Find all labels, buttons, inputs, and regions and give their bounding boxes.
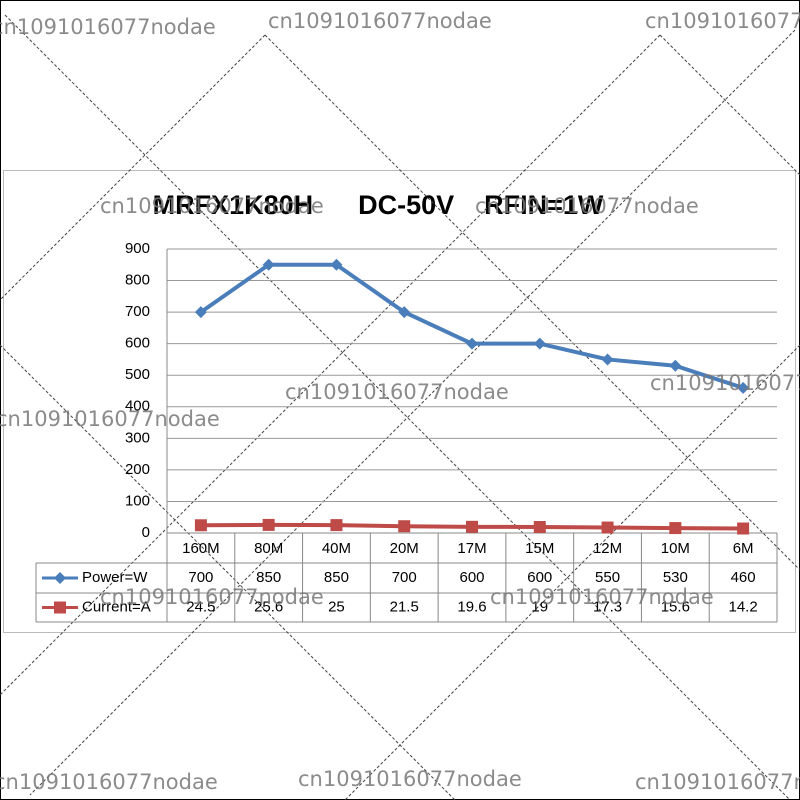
point [398,306,411,319]
point [669,522,682,535]
x-tick-label: 17M [457,540,486,557]
x-tick-label: 160M [182,540,220,557]
table-value: 21.5 [390,598,419,615]
diagonal [29,29,796,796]
y-tick-label: 900 [125,240,150,257]
y-tick-label: 400 [125,398,150,415]
diagonal [0,34,661,696]
point [194,306,207,319]
point [601,353,614,366]
table-value: 19 [531,598,548,615]
y-tick-label: 700 [125,303,150,320]
y-tick-label: 600 [125,335,150,352]
watermark: cn1091016077nodae [285,380,509,404]
watermark: cn1091016077nodae [268,9,492,33]
table-value: 600 [527,569,552,586]
point [330,519,343,532]
plot: 0 100 200 300 400 500 600 700 800 900 160M 80M 40M 20… [35,240,778,623]
diagonal [264,34,800,571]
x-tick-label: 12M [593,540,622,557]
point [262,258,275,271]
chart-title: MRFX1K80H DC-50V RFIN=1W [153,190,604,220]
table-value: 25 [328,598,345,615]
watermark: cn1091016077nodae [298,767,522,791]
point [601,521,614,534]
table-value: 700 [392,569,417,586]
point [533,521,546,534]
diagonal [344,344,800,800]
point [669,359,682,372]
diagonal [4,14,791,800]
point [54,572,66,584]
legend-label: Power=W [82,569,148,586]
point [54,601,66,614]
table-value: 550 [595,569,620,586]
legend-label: Current=A [82,598,151,615]
point [466,337,478,350]
diagonal [659,34,800,176]
table-value: 14.2 [729,598,758,615]
point [737,522,750,535]
chart-frame [3,170,796,633]
point [737,381,750,394]
table-value: 19.6 [457,598,486,615]
x-tick-label: 80M [254,540,283,557]
x-tick-label: 15M [525,540,554,557]
point [262,518,275,531]
diagonal-lines [0,14,800,800]
point [533,337,546,350]
table-value: 24.5 [186,598,215,615]
x-tick-label: 10M [661,540,690,557]
watermark: cn1091016077nodae [0,407,220,431]
y-tick-label: 100 [125,492,150,509]
watermark: cn1091016077nodae [650,371,800,395]
y-tick-label: 800 [125,272,150,289]
x-tick-label: 20M [390,540,419,557]
watermark: cn1091016077nodae [645,9,800,33]
point [194,519,207,532]
watermark: cn1091016077nodae [635,770,800,794]
watermark: cn1091016077nodae [100,585,324,609]
table-value: 460 [731,569,756,586]
watermark: cn1091016077nodae [100,194,324,218]
table-value: 700 [188,569,213,586]
watermark: cn1091016077nodae [0,15,216,39]
point [330,258,343,271]
y-tick-label: 0 [142,524,150,541]
watermarks: cn1091016077nodae cn1091016077nodae cn1091… [0,9,800,794]
watermark: cn1091016077nodae [490,585,714,609]
point [466,520,478,533]
watermark: cn1091016077nodae [0,770,218,794]
watermark: cn1091016077nodae [475,194,699,218]
diagonal [0,344,456,800]
table-value: 25.6 [254,598,283,615]
point [398,520,411,533]
table-value: 850 [324,569,349,586]
diagonal [0,34,266,301]
x-tick-label: 40M [322,540,351,557]
y-tick-label: 200 [125,461,150,478]
table-value: 530 [663,569,688,586]
y-tick-label: 300 [125,429,150,446]
y-tick-label: 500 [125,366,150,383]
table-value: 600 [459,569,484,586]
table-value: 15.6 [661,598,690,615]
x-tick-label: 6M [733,540,754,557]
table-value: 850 [256,569,281,586]
table-value: 17.3 [593,598,622,615]
